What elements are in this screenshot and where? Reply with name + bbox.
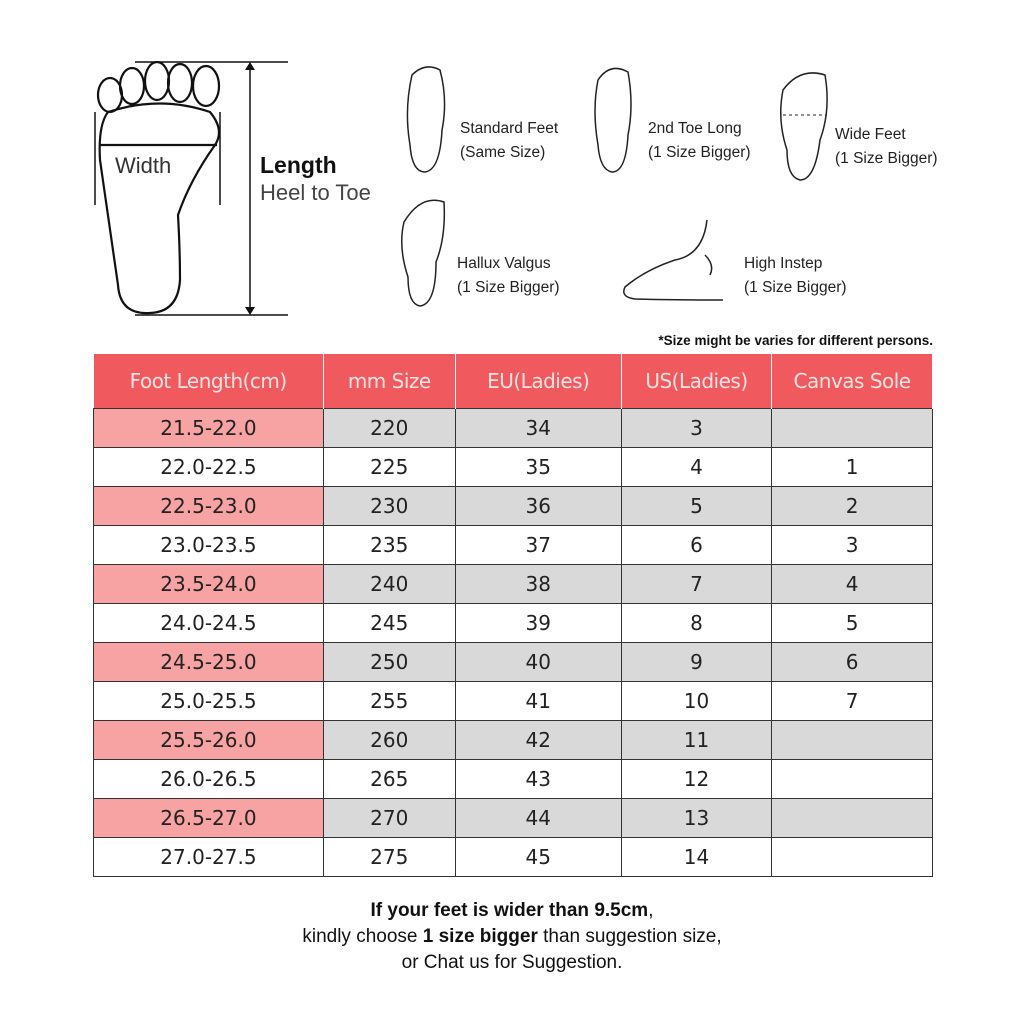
size-table: Foot Length(cm) mm Size EU(Ladies) US(Ladie… bbox=[93, 354, 933, 877]
table-row: 22.5-23.0 230 36 5 2 bbox=[93, 486, 933, 526]
column-header: Canvas Sole bbox=[771, 354, 933, 409]
table-cell: 13 bbox=[620, 798, 773, 838]
table-cell: 2 bbox=[771, 486, 933, 526]
table-row: 26.5-27.0 270 44 13 bbox=[93, 798, 933, 838]
length-sub-label: Heel to Toe bbox=[260, 180, 371, 205]
table-row: 23.0-23.5 235 37 6 3 bbox=[93, 525, 933, 565]
table-cell: 255 bbox=[322, 681, 456, 721]
foot-type-hallux: Hallux Valgus (1 Size Bigger) bbox=[457, 255, 560, 296]
table-cell: 4 bbox=[771, 564, 933, 604]
table-cell bbox=[771, 798, 933, 838]
column-header: Foot Length(cm) bbox=[93, 354, 324, 409]
table-cell: 27.0-27.5 bbox=[93, 837, 324, 877]
table-cell: 24.5-25.0 bbox=[93, 642, 324, 682]
table-cell: 7 bbox=[620, 564, 773, 604]
table-cell: 1 bbox=[771, 447, 933, 487]
table-cell: 11 bbox=[620, 720, 773, 760]
table-cell: 5 bbox=[620, 486, 773, 526]
table-cell bbox=[771, 837, 933, 877]
table-cell: 25.5-26.0 bbox=[93, 720, 324, 760]
table-cell: 22.0-22.5 bbox=[93, 447, 324, 487]
table-cell: 250 bbox=[322, 642, 456, 682]
table-cell: 220 bbox=[322, 408, 456, 448]
table-cell: 8 bbox=[620, 603, 773, 643]
table-cell: 245 bbox=[322, 603, 456, 643]
table-row: 24.5-25.0 250 40 9 6 bbox=[93, 642, 933, 682]
table-row: 25.0-25.5 255 41 10 7 bbox=[93, 681, 933, 721]
table-cell: 12 bbox=[620, 759, 773, 799]
table-cell: 10 bbox=[620, 681, 773, 721]
table-cell: 24.0-24.5 bbox=[93, 603, 324, 643]
table-cell: 44 bbox=[454, 798, 622, 838]
table-cell: 43 bbox=[454, 759, 622, 799]
table-cell: 275 bbox=[322, 837, 456, 877]
column-header: EU(Ladies) bbox=[455, 354, 622, 409]
table-cell: 235 bbox=[322, 525, 456, 565]
table-cell: 42 bbox=[454, 720, 622, 760]
table-cell bbox=[771, 720, 933, 760]
table-cell bbox=[771, 759, 933, 799]
table-cell: 4 bbox=[620, 447, 773, 487]
table-cell: 25.0-25.5 bbox=[93, 681, 324, 721]
table-header-row: Foot Length(cm) mm Size EU(Ladies) US(Ladie… bbox=[93, 354, 933, 409]
table-row: 21.5-22.0 220 34 3 bbox=[93, 408, 933, 448]
table-cell: 36 bbox=[454, 486, 622, 526]
table-cell: 230 bbox=[322, 486, 456, 526]
table-cell: 23.0-23.5 bbox=[93, 525, 324, 565]
standard-feet-icon bbox=[406, 66, 446, 173]
high-instep-icon bbox=[623, 219, 724, 301]
table-row: 27.0-27.5 275 45 14 bbox=[93, 837, 933, 877]
table-cell: 39 bbox=[454, 603, 622, 643]
table-cell: 240 bbox=[322, 564, 456, 604]
table-row: 26.0-26.5 265 43 12 bbox=[93, 759, 933, 799]
wide-feet-icon bbox=[780, 72, 828, 181]
table-cell: 3 bbox=[771, 525, 933, 565]
foot-type-wide: Wide Feet (1 Size Bigger) bbox=[835, 126, 938, 167]
table-cell: 23.5-24.0 bbox=[93, 564, 324, 604]
column-header: US(Ladies) bbox=[621, 354, 773, 409]
table-cell: 34 bbox=[454, 408, 622, 448]
table-cell: 22.5-23.0 bbox=[93, 486, 324, 526]
column-header: mm Size bbox=[323, 354, 456, 409]
table-row: 25.5-26.0 260 42 11 bbox=[93, 720, 933, 760]
table-cell: 41 bbox=[454, 681, 622, 721]
second-toe-long-icon bbox=[594, 67, 632, 173]
table-cell: 35 bbox=[454, 447, 622, 487]
table-cell: 9 bbox=[620, 642, 773, 682]
table-row: 22.0-22.5 225 35 4 1 bbox=[93, 447, 933, 487]
table-cell: 265 bbox=[322, 759, 456, 799]
table-cell: 37 bbox=[454, 525, 622, 565]
width-label: Width bbox=[115, 153, 172, 178]
table-cell: 5 bbox=[771, 603, 933, 643]
table-cell: 7 bbox=[771, 681, 933, 721]
foot-measure-diagram bbox=[94, 60, 288, 316]
table-cell: 6 bbox=[771, 642, 933, 682]
size-note: *Size might be varies for different pers… bbox=[658, 333, 933, 348]
table-cell: 270 bbox=[322, 798, 456, 838]
table-cell: 3 bbox=[620, 408, 773, 448]
table-cell: 26.5-27.0 bbox=[93, 798, 324, 838]
table-cell: 14 bbox=[620, 837, 773, 877]
table-row: 23.5-24.0 240 38 7 4 bbox=[93, 564, 933, 604]
table-row: 24.0-24.5 245 39 8 5 bbox=[93, 603, 933, 643]
table-cell: 45 bbox=[454, 837, 622, 877]
table-cell: 260 bbox=[322, 720, 456, 760]
table-cell: 225 bbox=[322, 447, 456, 487]
foot-type-standard: Standard Feet (Same Size) bbox=[460, 120, 559, 161]
table-cell bbox=[771, 408, 933, 448]
footer-advice: If your feet is wider than 9.5cm, kindly… bbox=[302, 900, 722, 973]
foot-type-second-toe: 2nd Toe Long (1 Size Bigger) bbox=[648, 120, 751, 161]
table-cell: 26.0-26.5 bbox=[93, 759, 324, 799]
hallux-valgus-icon bbox=[401, 199, 446, 307]
length-label: Length bbox=[260, 152, 337, 178]
table-cell: 40 bbox=[454, 642, 622, 682]
table-cell: 6 bbox=[620, 525, 773, 565]
table-cell: 21.5-22.0 bbox=[93, 408, 324, 448]
table-cell: 38 bbox=[454, 564, 622, 604]
foot-type-high-instep: High Instep (1 Size Bigger) bbox=[744, 255, 847, 296]
